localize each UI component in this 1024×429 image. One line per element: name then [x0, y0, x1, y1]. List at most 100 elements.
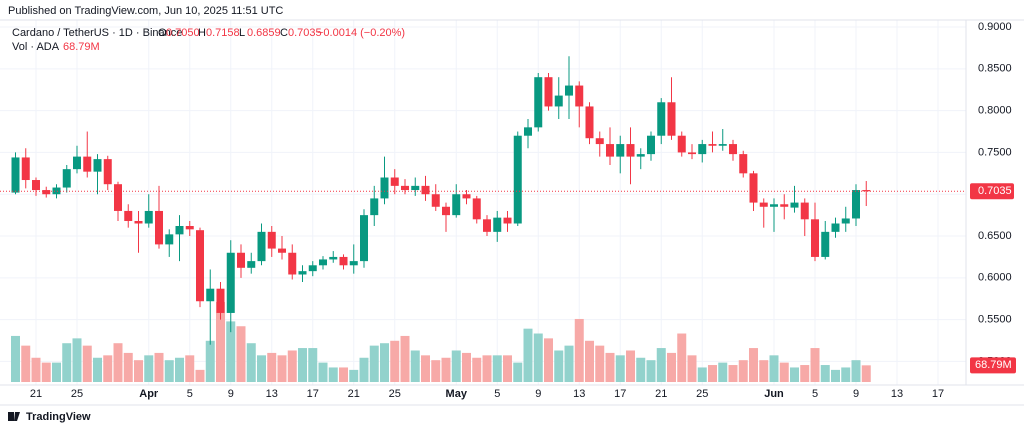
volume-bar	[287, 350, 297, 382]
volume-bar	[861, 365, 871, 382]
candle-body	[841, 218, 850, 224]
candle-body	[657, 102, 666, 136]
volume-bar	[513, 362, 523, 382]
candle-body	[267, 231, 276, 249]
x-tick-label: 17	[307, 388, 319, 400]
candle-body	[206, 288, 215, 302]
candle-body	[349, 261, 358, 266]
last-volume-label: 68.79M	[975, 359, 1012, 371]
volume-bar	[749, 348, 758, 382]
candle-body	[554, 95, 563, 107]
x-tick-label: 9	[228, 388, 234, 400]
volume-bar	[431, 360, 441, 382]
candle-body	[380, 177, 389, 199]
candle-body	[811, 219, 819, 257]
volume-bar	[205, 340, 215, 382]
candle-body	[73, 156, 81, 170]
x-tick-label: Apr	[139, 388, 159, 400]
candle-body	[237, 252, 245, 268]
candle-body	[62, 169, 71, 188]
volume-bar	[851, 360, 861, 382]
x-tick-label: 25	[71, 388, 83, 400]
y-tick-label: 0.8500	[978, 63, 1012, 75]
candle-body	[708, 144, 717, 146]
candle-body	[175, 226, 184, 235]
x-tick-label: 21	[30, 388, 42, 400]
x-tick-label: 17	[614, 388, 626, 400]
volume-bar	[667, 352, 676, 382]
candle-body	[421, 185, 430, 195]
volume-bar	[52, 362, 61, 382]
ohlc-key: O	[158, 27, 167, 39]
candle-body	[800, 202, 809, 220]
volume-bar	[21, 345, 31, 382]
candle-body	[288, 252, 297, 275]
x-tick-label: 5	[812, 388, 818, 400]
candle-body	[636, 154, 645, 157]
candle-body	[114, 184, 122, 211]
volume-bar	[349, 369, 359, 382]
candle-body	[144, 210, 153, 224]
volume-bar	[441, 357, 451, 382]
volume-bar	[175, 357, 184, 382]
candle-body	[483, 219, 491, 232]
brand-logo	[8, 412, 20, 421]
last-volume-box	[970, 357, 1016, 374]
candle-body	[42, 190, 51, 195]
candle-body	[524, 127, 532, 136]
candle-body	[626, 144, 635, 157]
volume-bar	[113, 343, 123, 382]
volume-bar	[462, 352, 471, 382]
volume-bar	[11, 335, 20, 382]
volume-bar	[308, 348, 318, 382]
candle-body	[790, 202, 799, 208]
x-tick-label: 13	[891, 388, 903, 400]
volume-bar	[595, 345, 605, 382]
candle-body	[308, 265, 317, 272]
volume-bar	[677, 333, 687, 382]
volume-bar	[687, 355, 697, 382]
symbol: Cardano / TetherUS · 1D · Binance	[12, 27, 182, 39]
candle-body	[339, 256, 348, 266]
volume-bar	[790, 367, 799, 382]
candle-body	[185, 226, 194, 230]
volume-bar	[257, 355, 266, 382]
candle-body	[606, 144, 614, 157]
candle-body	[616, 144, 625, 157]
x-tick-label: 13	[266, 388, 278, 400]
ohlc-key: C	[280, 27, 288, 39]
x-tick-label: 9	[535, 388, 541, 400]
candle-body	[52, 187, 61, 195]
volume-bar	[62, 343, 72, 382]
volume-bar	[585, 340, 594, 382]
candle-body	[821, 231, 830, 257]
volume-bar	[656, 348, 666, 382]
published-note: Published on TradingView.com, Jun 10, 20…	[8, 5, 283, 17]
x-tick-label: 13	[573, 388, 585, 400]
y-tick-label: 0.7500	[978, 146, 1012, 158]
ohlc-value: 0.6859	[247, 27, 281, 39]
candle-body	[667, 102, 676, 136]
candle-body	[513, 135, 522, 224]
volume-bar	[574, 318, 584, 382]
candle-body	[749, 173, 758, 203]
candle-body	[677, 135, 686, 153]
y-tick-label: 0.6500	[978, 230, 1012, 242]
x-tick-label: 21	[348, 388, 360, 400]
volume-bar	[185, 355, 195, 382]
volume-pane	[11, 302, 871, 382]
candle-body	[544, 77, 553, 107]
x-tick-label: Jun	[764, 388, 784, 400]
ohlc-key: L	[239, 27, 245, 39]
candle-body	[226, 252, 235, 313]
volume-bar	[759, 360, 769, 382]
volume-bar	[410, 350, 420, 382]
volume-bar	[380, 343, 389, 382]
volume-bar	[390, 340, 400, 382]
volume-bar	[103, 355, 113, 382]
volume-bar	[93, 357, 102, 382]
volume-bar	[636, 357, 646, 382]
ohlc-key: H	[198, 27, 206, 39]
candle-body	[165, 234, 174, 245]
